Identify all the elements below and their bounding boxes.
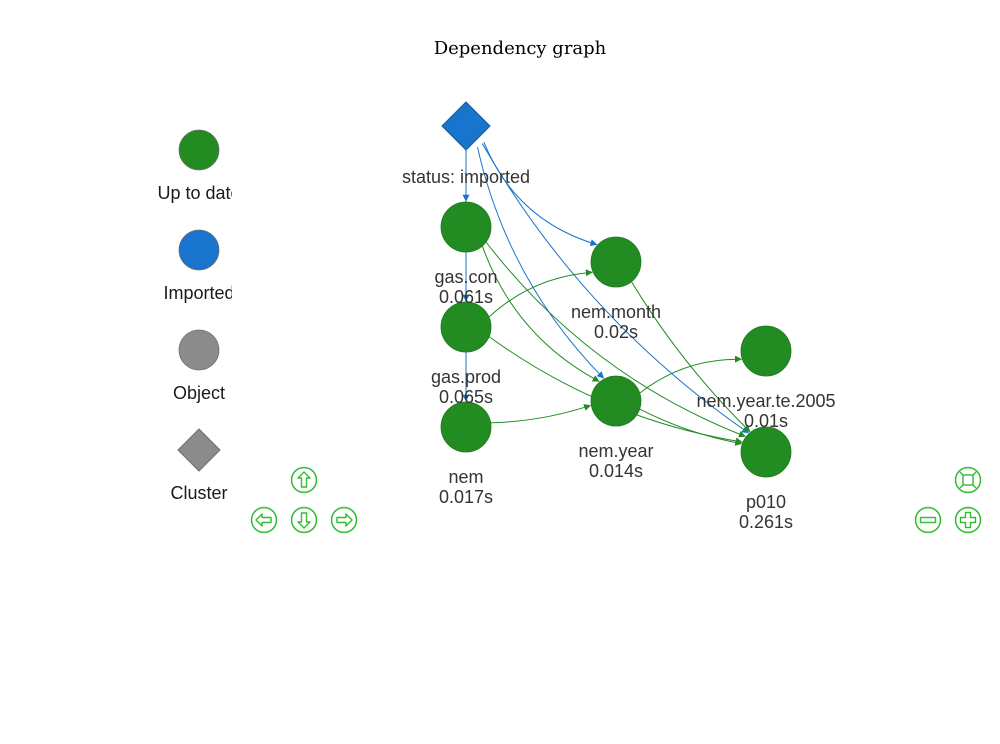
node-time-label: 0.065s	[438, 387, 494, 407]
edge-nem-to-nem_year	[490, 404, 592, 424]
zoom-in-icon	[954, 506, 982, 534]
node-gas_con[interactable]	[440, 201, 492, 253]
pan-right-button[interactable]	[330, 506, 358, 534]
node-label: nem	[448, 467, 484, 487]
node-label: gas.con	[434, 267, 498, 287]
legend-marker-3	[177, 428, 221, 472]
node-nem_year[interactable]	[590, 375, 642, 427]
zoom-out-button[interactable]	[914, 506, 942, 534]
legend-marker-2	[178, 329, 220, 371]
node-time-label: 0.014s	[588, 461, 644, 481]
legend-label: Cluster	[170, 483, 228, 503]
edge-nem_month-to-p010	[631, 281, 751, 433]
node-label: nem.year	[578, 441, 654, 461]
legend-label: Object	[172, 383, 226, 403]
edge-status-to-nem_month	[483, 141, 598, 247]
node-time-label: 0.061s	[438, 287, 494, 307]
node-label: status: imported	[401, 167, 531, 187]
edge-gas_con-to-p010	[485, 241, 746, 438]
pan-down-button[interactable]	[290, 506, 318, 534]
node-nem[interactable]	[440, 401, 492, 453]
zoom-extends-icon	[954, 466, 982, 494]
node-label: p010	[745, 492, 787, 512]
zoom-in-button[interactable]	[954, 506, 982, 534]
legend-label: Imported	[163, 283, 232, 303]
node-time-label: 0.017s	[438, 487, 494, 507]
node-p010[interactable]	[740, 426, 792, 478]
legend-label-clip: Up to date	[120, 183, 232, 209]
legend-marker-0	[178, 129, 220, 171]
node-label: gas.prod	[430, 367, 502, 387]
node-nem_month[interactable]	[590, 236, 642, 288]
edge-status-to-nem_year	[477, 146, 605, 379]
legend-label: Up to date	[157, 183, 232, 203]
zoom-out-icon	[914, 506, 942, 534]
up-arrow-icon	[290, 466, 318, 494]
edge-gas_con-to-nem_year	[481, 245, 600, 382]
edge-status-to-p010	[481, 143, 749, 434]
edge-nem_year-to-p010	[639, 408, 743, 446]
node-label: nem.month	[570, 302, 662, 322]
graph-title: Dependency graph	[433, 38, 607, 59]
node-gas_prod[interactable]	[440, 301, 492, 353]
zoom-extends-button[interactable]	[954, 466, 982, 494]
nodes	[440, 101, 792, 478]
node-nem_year_te_2005[interactable]	[740, 325, 792, 377]
right-arrow-icon	[330, 506, 358, 534]
node-status[interactable]	[441, 101, 491, 151]
edge-nem_year-to-nem_year_te_2005	[639, 355, 743, 394]
legend-marker-1	[178, 229, 220, 271]
pan-up-button[interactable]	[290, 466, 318, 494]
legend	[177, 129, 221, 472]
edge-gas_prod-to-nem_month	[488, 269, 593, 318]
node-label: nem.year.te.2005	[696, 391, 836, 411]
pan-left-button[interactable]	[250, 506, 278, 534]
legend-label-clip: Object	[120, 383, 232, 409]
legend-label-clip: Imported	[120, 283, 232, 309]
down-arrow-icon	[290, 506, 318, 534]
node-time-label: 0.261s	[738, 512, 794, 532]
legend-label-clip: Cluster	[120, 483, 232, 509]
node-time-label: 0.01s	[743, 411, 789, 431]
node-time-label: 0.02s	[593, 322, 639, 342]
left-arrow-icon	[250, 506, 278, 534]
